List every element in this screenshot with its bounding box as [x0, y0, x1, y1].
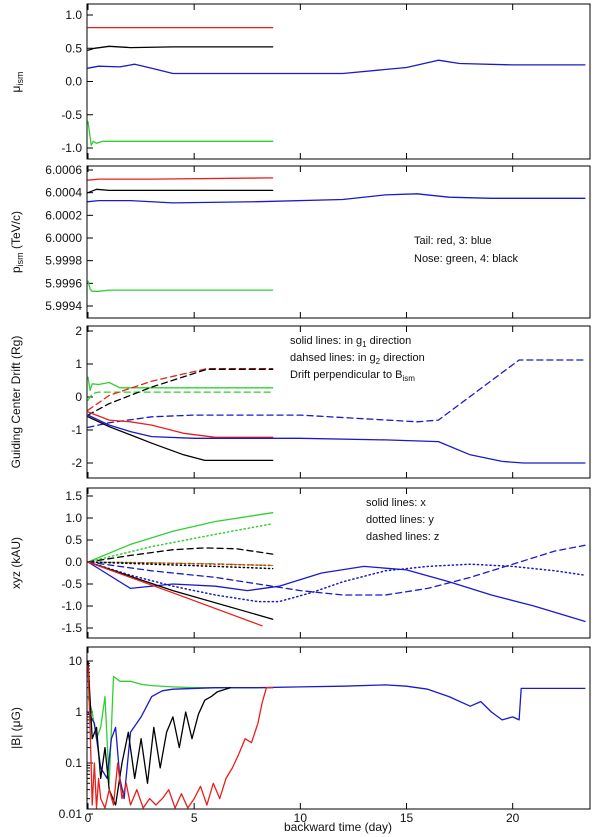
- ylabel-b: |B| (μG): [9, 707, 23, 749]
- series-mu-black: [87, 45, 274, 51]
- annotation-drift-perp: Drift perpendicular to Bism: [290, 369, 415, 383]
- xtick-label-3: 15: [400, 811, 414, 825]
- annotation-tail: Tail: red, 3: blue: [414, 235, 492, 247]
- annotation-drift-dashed-a: dahsed lines: in g: [290, 352, 376, 364]
- ytick-label-mu-0: 1.0: [65, 8, 82, 22]
- series-xyz-black-z: [87, 547, 274, 563]
- series-p-black: [87, 188, 274, 194]
- series-drift-blue-solid: [87, 414, 586, 464]
- ytick-label-B-2: 0.1: [65, 756, 82, 770]
- ytick-label-xyz-5: -1.0: [61, 599, 82, 613]
- series-layer: [87, 26, 586, 809]
- ytick-label-xyz-3: 0.0: [65, 555, 82, 569]
- panel-xyz-frame: [86, 487, 591, 639]
- annotation-xyz-dotted: dotted lines: y: [366, 514, 434, 526]
- ytick-label-drift-0: 2: [75, 324, 82, 338]
- ytick-label-p-3: 6.0000: [45, 231, 82, 245]
- xtick-label-1: 5: [191, 811, 198, 825]
- series-p-blue: [87, 193, 586, 204]
- annotation-drift-dashed: dahsed lines: in g2 direction: [290, 352, 425, 366]
- ylabel-xyz: xyz (kAU): [9, 537, 23, 589]
- series-xyz-blue-y: [87, 561, 586, 603]
- ytick-label-p-6: 5.9994: [45, 299, 82, 313]
- ylabel-p-main: p: [9, 266, 23, 273]
- ytick-label-p-1: 6.0004: [45, 186, 82, 200]
- xtick-label-4: 20: [506, 811, 520, 825]
- series-xyz-black-x: [87, 561, 274, 620]
- panel-drift-frame: [86, 325, 591, 479]
- annotation-drift-perp-a: Drift perpendicular to B: [290, 369, 403, 381]
- series-p-green: [87, 280, 274, 292]
- ytick-label-mu-1: 0.5: [65, 41, 82, 55]
- x-axis-title: backward time (day): [284, 820, 392, 834]
- series-B-black: [87, 660, 231, 806]
- annotation-drift-perp-sub: ism: [403, 374, 416, 383]
- ytick-label-B-3: 0.01: [59, 807, 83, 821]
- tick-marks: [87, 4, 514, 815]
- series-drift-red-dashed: [87, 367, 274, 411]
- annotation-drift-dashed-b: direction: [380, 352, 425, 364]
- ytick-label-B-0: 10: [69, 654, 83, 668]
- series-B-green: [87, 675, 274, 784]
- ytick-label-p-4: 5.9998: [45, 254, 82, 268]
- panel-p-frame: [86, 165, 591, 319]
- y-axis-labels: 1.0 0.5 0.0 -0.5 -1.0 6.0006 6.0004 6.0002 6.000…: [45, 8, 82, 821]
- ytick-label-p-0: 6.0006: [45, 163, 82, 177]
- ytick-label-drift-1: 1: [75, 357, 82, 371]
- series-xyz-black-y: [87, 561, 274, 570]
- series-drift-green-dashed: [87, 391, 274, 401]
- ytick-label-mu-4: -1.0: [61, 141, 82, 155]
- ylabel-mu-sub: ism: [15, 72, 25, 86]
- ytick-label-drift-4: -2: [71, 456, 82, 470]
- ytick-label-xyz-1: 1.0: [65, 511, 82, 525]
- ylabel-p: pism (TeV/c): [9, 211, 25, 273]
- series-drift-black-solid: [87, 416, 274, 462]
- annotation-xyz-dashed: dashed lines: z: [366, 531, 439, 543]
- ytick-label-B-1: 1: [75, 705, 82, 719]
- ytick-label-mu-2: 0.0: [65, 75, 82, 89]
- annotation-drift-solid-sub: 1: [362, 340, 367, 349]
- series-drift-black-dashed: [87, 368, 274, 416]
- series-mu-green: [87, 120, 274, 146]
- x-tick-labels: 0 5 10 15 20: [85, 811, 520, 825]
- ytick-label-xyz-4: -0.5: [61, 577, 82, 591]
- series-xyz-red-x: [87, 561, 263, 627]
- series-xyz-green-x: [87, 512, 274, 563]
- xtick-label-0: 0: [85, 811, 92, 825]
- series-xyz-blue-x: [87, 561, 586, 623]
- ylabel-mu: μism: [9, 72, 25, 93]
- ytick-label-xyz-2: 0.5: [65, 533, 82, 547]
- series-B-red: [87, 665, 274, 809]
- series-xyz-red-y: [87, 561, 274, 567]
- ytick-label-drift-3: -1: [71, 423, 82, 437]
- ylabel-p-suffix: (TeV/c): [9, 211, 23, 252]
- annotation-drift-solid-b: direction: [367, 335, 412, 347]
- annotation-drift-solid-a: solid lines: in g: [290, 335, 362, 347]
- series-mu-blue: [87, 59, 586, 75]
- ytick-label-p-2: 6.0002: [45, 208, 82, 222]
- xtick-label-2: 10: [294, 811, 308, 825]
- series-drift-red-solid: [87, 411, 274, 438]
- ytick-label-mu-3: -0.5: [61, 108, 82, 122]
- series-drift-green-solid: [87, 376, 274, 392]
- ylabel-mu-main: μ: [9, 85, 23, 92]
- ytick-label-xyz-6: -1.5: [61, 621, 82, 635]
- annotation-drift-dashed-sub: 2: [376, 357, 381, 366]
- series-B-blue: [87, 684, 586, 800]
- series-xyz-green-y: [87, 522, 274, 563]
- annotation-drift-solid: solid lines: in g1 direction: [290, 335, 411, 349]
- ytick-label-p-5: 5.9996: [45, 276, 82, 290]
- ytick-label-xyz-0: 1.5: [65, 489, 82, 503]
- ylabel-drift: Guiding Center Drift (Rg): [9, 336, 23, 469]
- annotation-xyz-solid: solid lines: x: [366, 497, 426, 509]
- ytick-label-drift-2: 0: [75, 390, 82, 404]
- annotation-nose: Nose: green, 4: black: [414, 253, 518, 265]
- ylabel-p-sub: ism: [15, 252, 25, 266]
- panel-b-frame: [86, 646, 591, 810]
- series-p-red: [87, 177, 274, 181]
